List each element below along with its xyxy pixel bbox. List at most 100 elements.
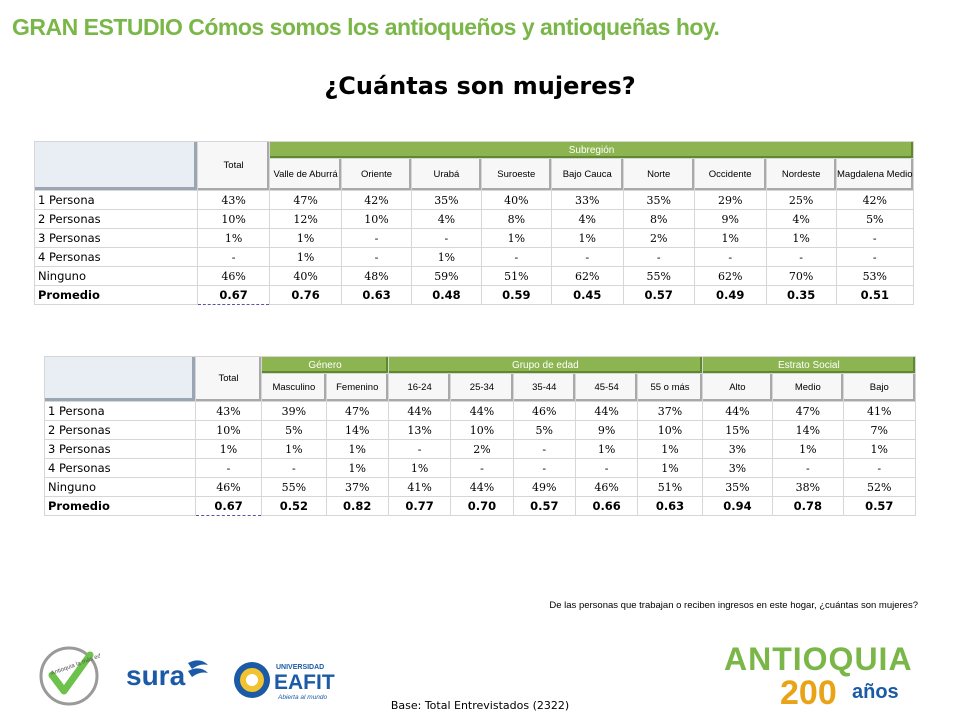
table-cell: -: [261, 458, 327, 478]
subregion-table: Total Subregión Valle de Aburrá Oriente …: [33, 141, 915, 305]
table-cell: 14%: [325, 420, 389, 440]
antioquia-word: ANTIOQUIA: [724, 641, 913, 677]
table-cell: 44%: [387, 401, 452, 421]
row-label: 2 Personas: [44, 420, 196, 440]
table-cell: 41%: [387, 477, 452, 497]
table-cell: 0.63: [637, 496, 703, 516]
table-cell: 44%: [701, 401, 774, 421]
table-cell: 70%: [765, 266, 837, 286]
table-cell: 13%: [387, 420, 452, 440]
table-cell: 47%: [269, 190, 343, 210]
check-icon: [48, 651, 94, 695]
age-group-header: Grupo de edad: [387, 356, 703, 374]
table-cell: 1%: [574, 439, 639, 459]
table-cell: 8%: [480, 209, 552, 229]
table-cell: 0.49: [693, 285, 767, 305]
table-row: 3 Personas 1% 1% 1% -2% -1% 1% 3% 1% 1%: [44, 439, 916, 459]
table-cell: 52%: [842, 477, 916, 497]
table-cell: 9%: [574, 420, 639, 440]
table-cell: 1%: [269, 228, 343, 248]
total-cell: 10%: [197, 209, 271, 229]
row-label: Promedio: [44, 496, 196, 516]
table-cell: 46%: [574, 477, 639, 497]
table-cell: 44%: [450, 477, 514, 497]
header-corner: [44, 356, 196, 402]
table-cell: 55%: [622, 266, 695, 286]
total-cell: 46%: [194, 477, 263, 497]
table-cell: -: [550, 247, 624, 267]
table-cell: -: [480, 247, 552, 267]
table-cell: -: [842, 458, 916, 478]
row-label: 1 Persona: [44, 401, 196, 421]
total-cell: 43%: [194, 401, 263, 421]
subregion-table-body: 1 Persona 43% 47% 42% 35% 40% 33% 35% 29% 25% 42% 2…: [33, 190, 915, 305]
table-cell: 1%: [261, 439, 327, 459]
table-row: 1 Persona 43% 39% 47% 44% 44% 46% 44% 37% 44% 47% 4…: [44, 401, 916, 421]
column-header: 16-24: [387, 373, 452, 402]
table-cell: 0.94: [701, 496, 774, 516]
table-row: Promedio 0.67 0.76 0.63 0.48 0.59 0.45 0.57 0.49…: [33, 285, 915, 305]
social-strata-group-header: Estrato Social: [701, 356, 917, 374]
table-cell: 42%: [341, 190, 412, 210]
table-cell: 4%: [410, 209, 482, 229]
table-cell: 48%: [341, 266, 412, 286]
table-cell: 1%: [387, 458, 452, 478]
table-cell: 0.35: [765, 285, 837, 305]
table-cell: 44%: [574, 401, 639, 421]
total-cell: 43%: [197, 190, 271, 210]
gender-group-header: Género: [261, 356, 389, 374]
table-cell: 1%: [325, 458, 389, 478]
table-cell: 0.82: [325, 496, 389, 516]
sura-logo: sura: [126, 660, 208, 691]
table-cell: 5%: [512, 420, 576, 440]
table-row: 4 Personas -1% -1% - - - - - -: [33, 247, 915, 267]
table-cell: 0.59: [480, 285, 552, 305]
table-cell: 0.45: [550, 285, 624, 305]
column-header: Femenino: [325, 373, 389, 402]
table-cell: 1%: [269, 247, 343, 267]
table-cell: 59%: [410, 266, 482, 286]
table-cell: -: [693, 247, 767, 267]
table-row: Ninguno 46% 40% 48% 59% 51% 62% 55% 62% 70% 53%: [33, 266, 915, 286]
table-cell: 14%: [772, 420, 844, 440]
table-cell: 0.77: [387, 496, 452, 516]
table-cell: -: [450, 458, 514, 478]
table-cell: 62%: [693, 266, 767, 286]
total-cell: 0.67: [194, 496, 263, 516]
table-cell: 0.76: [269, 285, 343, 305]
column-header: Masculino: [261, 373, 327, 402]
row-label: 3 Personas: [44, 439, 196, 459]
table-cell: -: [341, 247, 412, 267]
table-cell: 12%: [269, 209, 343, 229]
table-row: Ninguno 46% 55% 37% 41% 44% 49% 46% 51% 35% 38% 52%: [44, 477, 916, 497]
antioquia-educada-logo: Antioquia la más educada: [39, 646, 100, 706]
antioquia-200-logo: ANTIOQUIA 200 años: [724, 641, 913, 710]
column-header: Urabá: [410, 158, 482, 191]
table-cell: 35%: [701, 477, 774, 497]
table-cell: 41%: [842, 401, 916, 421]
table-cell: 0.48: [410, 285, 482, 305]
column-header: Bajo: [842, 373, 916, 402]
table-cell: 1%: [842, 439, 916, 459]
table-cell: 51%: [480, 266, 552, 286]
table-cell: 1%: [765, 228, 837, 248]
table-cell: 8%: [622, 209, 695, 229]
table-cell: 0.51: [835, 285, 915, 305]
table-row: 4 Personas - -1% 1% - - -1% 3% - -: [44, 458, 916, 478]
table-cell: 37%: [325, 477, 389, 497]
row-label: 4 Personas: [33, 247, 199, 267]
column-header: Bajo Cauca: [550, 158, 624, 191]
table-cell: 0.57: [842, 496, 916, 516]
subregion-group-header: Subregión: [269, 141, 914, 159]
table-cell: 9%: [693, 209, 767, 229]
column-header: Suroeste: [480, 158, 552, 191]
table-cell: 2%: [622, 228, 695, 248]
table-cell: 53%: [835, 266, 915, 286]
table-row: 2 Personas 10% 5% 14% 13% 10% 5% 9% 10% 15% 14% 7%: [44, 420, 916, 440]
table-cell: -: [835, 247, 915, 267]
table-cell: 38%: [772, 477, 844, 497]
eafit-main-text: EAFIT: [274, 671, 335, 694]
table-cell: 39%: [261, 401, 327, 421]
row-label: Ninguno: [33, 266, 199, 286]
column-header: Valle de Aburrá: [269, 158, 343, 191]
